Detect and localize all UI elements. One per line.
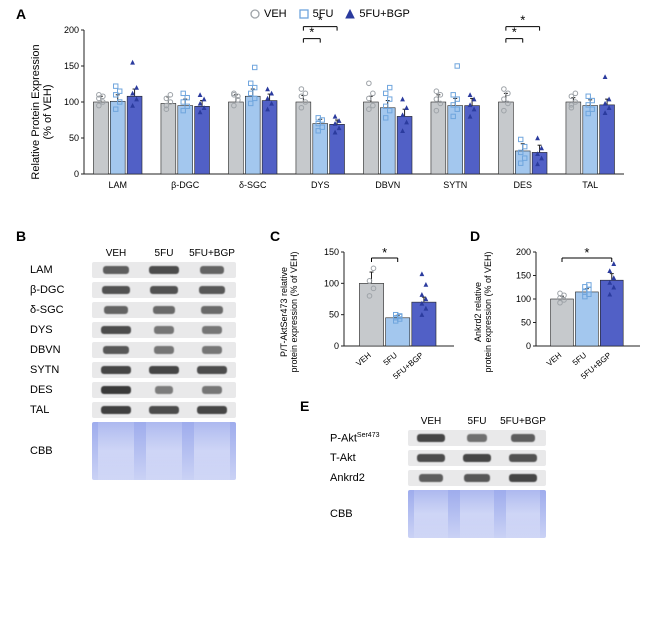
panel-c-ylabel: P/T-AktSer473 relative protein expressio… xyxy=(279,239,299,385)
svg-text:*: * xyxy=(520,13,525,28)
legend: VEH 5FU 5FU+BGP xyxy=(250,8,410,20)
svg-text:150: 150 xyxy=(64,61,79,71)
svg-text:VEH: VEH xyxy=(354,350,373,368)
svg-text:100: 100 xyxy=(516,294,531,304)
svg-text:DES: DES xyxy=(513,180,532,190)
svg-text:VEH: VEH xyxy=(545,350,564,368)
svg-text:50: 50 xyxy=(521,318,531,328)
svg-text:β-DGC: β-DGC xyxy=(171,180,200,190)
svg-text:SYTN: SYTN xyxy=(443,180,467,190)
svg-text:DYS: DYS xyxy=(311,180,330,190)
svg-text:LAM: LAM xyxy=(108,180,127,190)
panel-b-blot: VEH5FU5FU+BGPLAMβ-DGCδ-SGCDYSDBVNSYTNDES… xyxy=(30,248,260,484)
svg-text:150: 150 xyxy=(324,247,339,257)
svg-text:100: 100 xyxy=(64,97,79,107)
svg-text:200: 200 xyxy=(516,247,531,257)
svg-text:*: * xyxy=(584,245,589,260)
panel-e-label: E xyxy=(300,398,309,414)
svg-text:0: 0 xyxy=(526,341,531,351)
panel-b-label: B xyxy=(16,228,26,244)
svg-text:δ-SGC: δ-SGC xyxy=(239,180,267,190)
svg-text:0: 0 xyxy=(74,169,79,179)
svg-text:200: 200 xyxy=(64,25,79,35)
svg-text:100: 100 xyxy=(324,278,339,288)
legend-5fubgp: 5FU+BGP xyxy=(345,8,409,20)
svg-text:*: * xyxy=(382,245,387,260)
svg-text:50: 50 xyxy=(329,310,339,320)
svg-text:TAL: TAL xyxy=(582,180,598,190)
svg-text:5FU: 5FU xyxy=(571,351,589,368)
svg-text:5FU: 5FU xyxy=(382,351,400,368)
panel-c-chart: 050100150 *VEH5FU5FU+BGP xyxy=(324,248,454,368)
panel-d-chart: 050100150200 *VEH5FU5FU+BGP xyxy=(516,248,640,368)
svg-text:150: 150 xyxy=(516,271,531,281)
legend-5fu: 5FU xyxy=(299,8,334,20)
panel-a-chart: 0 50 100 150 200 LAM β-DGC δ-SGC DYS DBVN SYTN DES T… xyxy=(64,26,624,196)
panel-a-label: A xyxy=(16,6,26,22)
legend-veh: VEH xyxy=(250,8,287,20)
panel-a-ylabel: Relative Protein Expression (% of VEH) xyxy=(30,32,54,192)
panel-e-blot: VEH5FU5FU+BGPP-AktSer473T-AktAnkrd2CBB xyxy=(330,416,610,542)
svg-text:0: 0 xyxy=(334,341,339,351)
svg-text:DBVN: DBVN xyxy=(375,180,400,190)
svg-text:50: 50 xyxy=(69,133,79,143)
panel-d-ylabel: Ankrd2 relative protein expression (% of… xyxy=(473,239,493,385)
